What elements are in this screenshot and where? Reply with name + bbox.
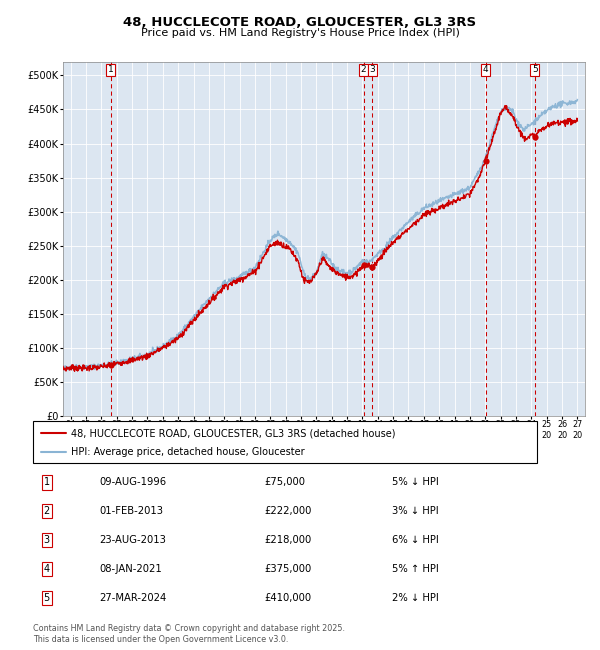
Text: 01-FEB-2013: 01-FEB-2013 — [99, 506, 163, 516]
Text: 3% ↓ HPI: 3% ↓ HPI — [392, 506, 439, 516]
Text: 2% ↓ HPI: 2% ↓ HPI — [392, 593, 439, 603]
Text: £75,000: £75,000 — [265, 478, 306, 488]
Text: 5% ↓ HPI: 5% ↓ HPI — [392, 478, 439, 488]
Text: 27-MAR-2024: 27-MAR-2024 — [99, 593, 166, 603]
Text: 48, HUCCLECOTE ROAD, GLOUCESTER, GL3 3RS: 48, HUCCLECOTE ROAD, GLOUCESTER, GL3 3RS — [124, 16, 476, 29]
Text: 5% ↑ HPI: 5% ↑ HPI — [392, 564, 439, 574]
Text: £410,000: £410,000 — [265, 593, 312, 603]
Text: 5: 5 — [532, 66, 538, 74]
Text: HPI: Average price, detached house, Gloucester: HPI: Average price, detached house, Glou… — [71, 447, 304, 458]
Text: 08-JAN-2021: 08-JAN-2021 — [99, 564, 162, 574]
Text: 4: 4 — [483, 66, 488, 74]
Text: £222,000: £222,000 — [265, 506, 312, 516]
Text: 2: 2 — [361, 66, 367, 74]
Text: 23-AUG-2013: 23-AUG-2013 — [99, 535, 166, 545]
Text: 09-AUG-1996: 09-AUG-1996 — [99, 478, 166, 488]
FancyBboxPatch shape — [33, 421, 537, 463]
Text: 1: 1 — [108, 66, 113, 74]
Text: 4: 4 — [44, 564, 50, 574]
Text: Contains HM Land Registry data © Crown copyright and database right 2025.
This d: Contains HM Land Registry data © Crown c… — [33, 624, 345, 644]
Text: 3: 3 — [370, 66, 375, 74]
Text: 5: 5 — [44, 593, 50, 603]
Text: 6% ↓ HPI: 6% ↓ HPI — [392, 535, 439, 545]
Text: 3: 3 — [44, 535, 50, 545]
Text: £375,000: £375,000 — [265, 564, 312, 574]
Text: £218,000: £218,000 — [265, 535, 312, 545]
Text: 2: 2 — [44, 506, 50, 516]
Text: 1: 1 — [44, 478, 50, 488]
Text: Price paid vs. HM Land Registry's House Price Index (HPI): Price paid vs. HM Land Registry's House … — [140, 28, 460, 38]
Text: 48, HUCCLECOTE ROAD, GLOUCESTER, GL3 3RS (detached house): 48, HUCCLECOTE ROAD, GLOUCESTER, GL3 3RS… — [71, 428, 395, 438]
